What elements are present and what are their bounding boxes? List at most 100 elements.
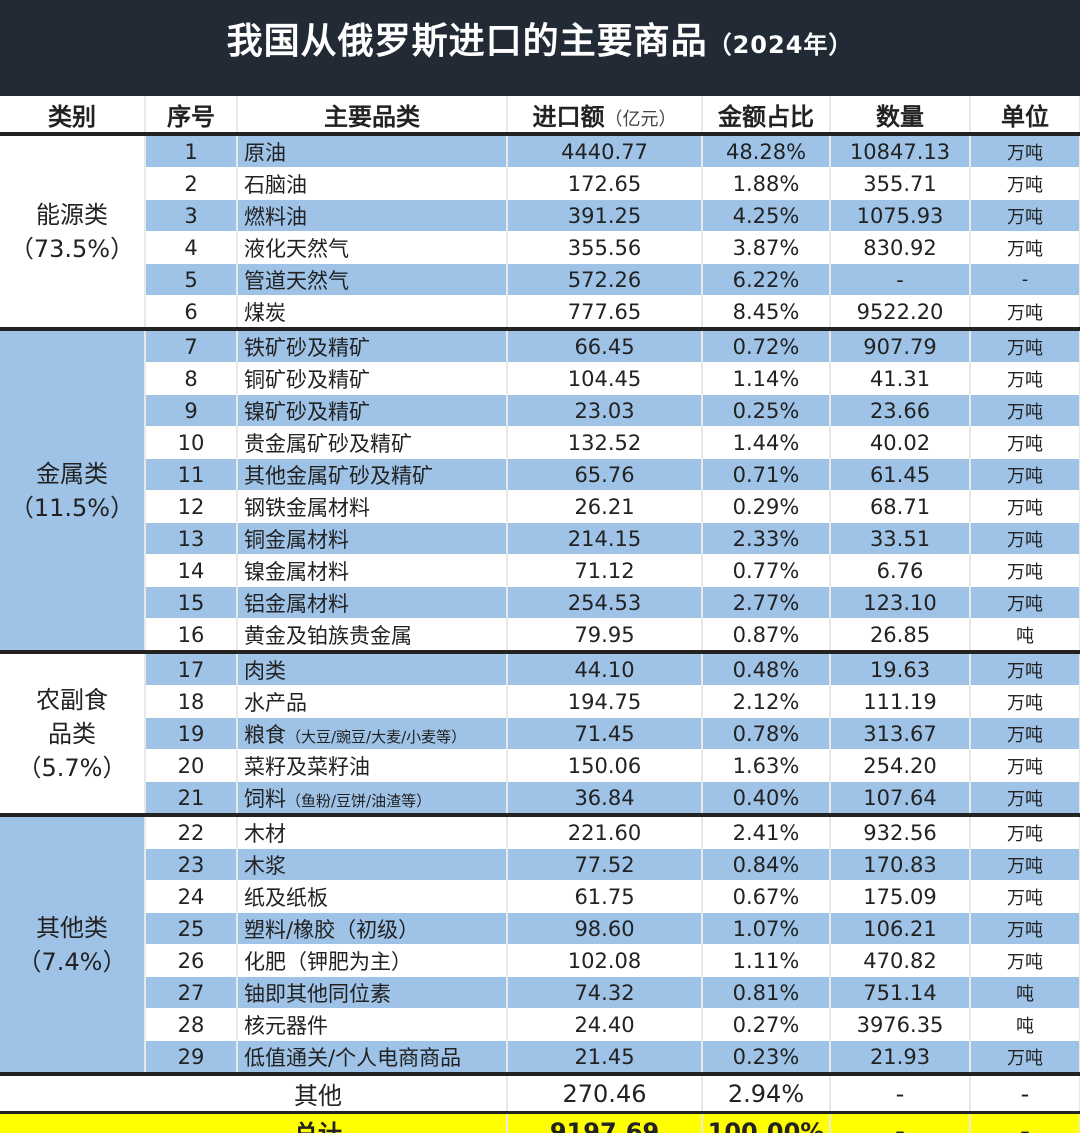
share-cell: 1.11% bbox=[702, 944, 831, 977]
unit-cell: 万吨 bbox=[970, 458, 1080, 491]
seq-cell: 28 bbox=[145, 1008, 238, 1041]
table-row: 其他类 （7.4%） 22 木材 221.60 2.41% 932.56 万吨 bbox=[0, 813, 1080, 1075]
amount-cell: 36.84 bbox=[507, 781, 703, 816]
item-cell: 菜籽及菜籽油 bbox=[237, 749, 508, 782]
item-cell: 煤炭 bbox=[237, 295, 508, 330]
unit-cell: 万吨 bbox=[970, 944, 1080, 977]
quantity-cell: 61.45 bbox=[830, 458, 971, 491]
seq-cell: 9 bbox=[145, 394, 238, 427]
quantity-cell: 19.63 bbox=[830, 650, 971, 686]
table-row: 26 化肥（钾肥为主） 102.08 1.11% 470.82 万吨 bbox=[0, 944, 1080, 977]
unit-cell: 万吨 bbox=[970, 167, 1080, 200]
item-cell: 其他金属矿砂及精矿 bbox=[237, 458, 508, 491]
unit-cell: 万吨 bbox=[970, 231, 1080, 264]
quantity-cell: 313.67 bbox=[830, 717, 971, 750]
quantity-cell: - bbox=[830, 263, 971, 296]
amount-cell: 102.08 bbox=[507, 944, 703, 977]
item-name: 铜金属材料 bbox=[244, 527, 349, 552]
seq-cell: 21 bbox=[145, 781, 238, 816]
item-cell: 核元器件 bbox=[237, 1008, 508, 1041]
unit-cell: 万吨 bbox=[970, 327, 1080, 363]
item-cell: 贵金属矿砂及精矿 bbox=[237, 426, 508, 459]
header-amount-unit: （亿元） bbox=[604, 108, 677, 130]
quantity-cell: 106.21 bbox=[830, 912, 971, 945]
item-note: （大豆/豌豆/大麦/小麦等） bbox=[286, 727, 467, 746]
item-name: 贵金属矿砂及精矿 bbox=[244, 431, 412, 456]
share-cell: 1.88% bbox=[702, 167, 831, 200]
page-title: 我国从俄罗斯进口的主要商品（2024年） bbox=[0, 0, 1080, 64]
total-label: 总计 bbox=[0, 1111, 508, 1133]
table-row: 15 铝金属材料 254.53 2.77% 123.10 万吨 bbox=[0, 586, 1080, 619]
share-cell: 2.41% bbox=[702, 813, 831, 849]
share-cell: 1.63% bbox=[702, 749, 831, 782]
quantity-cell: 6.76 bbox=[830, 554, 971, 587]
table-row: 23 木浆 77.52 0.84% 170.83 万吨 bbox=[0, 848, 1080, 881]
table-row: 25 塑料/橡胶（初级） 98.60 1.07% 106.21 万吨 bbox=[0, 912, 1080, 945]
table-row: 21 饲料（鱼粉/豆饼/油渣等） 36.84 0.40% 107.64 万吨 bbox=[0, 781, 1080, 816]
amount-cell: 391.25 bbox=[507, 199, 703, 232]
item-name: 镍金属材料 bbox=[244, 559, 349, 584]
amount-cell: 21.45 bbox=[507, 1040, 703, 1075]
quantity-cell: 1075.93 bbox=[830, 199, 971, 232]
unit-cell: 万吨 bbox=[970, 749, 1080, 782]
table-row: 19 粮食（大豆/豌豆/大麦/小麦等） 71.45 0.78% 313.67 万吨 bbox=[0, 717, 1080, 750]
header-category: 类别 bbox=[0, 96, 146, 136]
total-row: 总计 9197.69 100.00% - - bbox=[0, 1111, 1080, 1133]
share-cell: 6.22% bbox=[702, 263, 831, 296]
item-cell: 铝金属材料 bbox=[237, 586, 508, 619]
amount-cell: 214.15 bbox=[507, 522, 703, 555]
share-cell: 0.67% bbox=[702, 880, 831, 913]
table-row: 29 低值通关/个人电商商品 21.45 0.23% 21.93 万吨 bbox=[0, 1040, 1080, 1075]
seq-cell: 12 bbox=[145, 490, 238, 523]
seq-cell: 18 bbox=[145, 685, 238, 718]
category-cell: 农副食品类 （5.7%） bbox=[0, 650, 146, 816]
share-cell: 0.40% bbox=[702, 781, 831, 816]
unit-cell: 万吨 bbox=[970, 394, 1080, 427]
quantity-cell: 170.83 bbox=[830, 848, 971, 881]
seq-cell: 11 bbox=[145, 458, 238, 491]
seq-cell: 2 bbox=[145, 167, 238, 200]
share-cell: 1.07% bbox=[702, 912, 831, 945]
seq-cell: 16 bbox=[145, 618, 238, 653]
amount-cell: 23.03 bbox=[507, 394, 703, 427]
seq-cell: 4 bbox=[145, 231, 238, 264]
item-name: 燃料油 bbox=[244, 204, 307, 229]
category-share: （73.5%） bbox=[9, 234, 135, 263]
quantity-cell: 907.79 bbox=[830, 327, 971, 363]
amount-cell: 777.65 bbox=[507, 295, 703, 330]
item-cell: 铜矿砂及精矿 bbox=[237, 362, 508, 395]
item-name: 液化天然气 bbox=[244, 236, 349, 261]
seq-cell: 5 bbox=[145, 263, 238, 296]
category-share: （5.7%） bbox=[17, 753, 127, 782]
item-name: 饲料 bbox=[244, 786, 286, 811]
header-item: 主要品类 bbox=[237, 96, 508, 136]
item-name: 核元器件 bbox=[244, 1013, 328, 1038]
quantity-cell: 3976.35 bbox=[830, 1008, 971, 1041]
share-cell: 48.28% bbox=[702, 132, 831, 168]
item-name: 铜矿砂及精矿 bbox=[244, 367, 370, 392]
quantity-cell: 107.64 bbox=[830, 781, 971, 816]
seq-cell: 7 bbox=[145, 327, 238, 363]
seq-cell: 15 bbox=[145, 586, 238, 619]
other-share: 2.94% bbox=[702, 1072, 831, 1113]
table-row: 13 铜金属材料 214.15 2.33% 33.51 万吨 bbox=[0, 522, 1080, 555]
share-cell: 0.71% bbox=[702, 458, 831, 491]
item-cell: 液化天然气 bbox=[237, 231, 508, 264]
quantity-cell: 751.14 bbox=[830, 976, 971, 1009]
unit-cell: 万吨 bbox=[970, 650, 1080, 686]
item-note: （鱼粉/豆饼/油渣等） bbox=[286, 791, 432, 810]
seq-cell: 26 bbox=[145, 944, 238, 977]
item-cell: 铁矿砂及精矿 bbox=[237, 327, 508, 363]
item-cell: 低值通关/个人电商商品 bbox=[237, 1040, 508, 1075]
item-name: 水产品 bbox=[244, 690, 307, 715]
table-row: 12 钢铁金属材料 26.21 0.29% 68.71 万吨 bbox=[0, 490, 1080, 523]
share-cell: 0.84% bbox=[702, 848, 831, 881]
title-year: （2024年） bbox=[707, 31, 854, 59]
share-cell: 2.77% bbox=[702, 586, 831, 619]
share-cell: 0.48% bbox=[702, 650, 831, 686]
amount-cell: 98.60 bbox=[507, 912, 703, 945]
category-label: 金属类 bbox=[36, 459, 108, 488]
table-row: 4 液化天然气 355.56 3.87% 830.92 万吨 bbox=[0, 231, 1080, 264]
header-amount-label: 进口额 bbox=[532, 102, 605, 131]
other-row: 其他 270.46 2.94% - - bbox=[0, 1072, 1080, 1113]
